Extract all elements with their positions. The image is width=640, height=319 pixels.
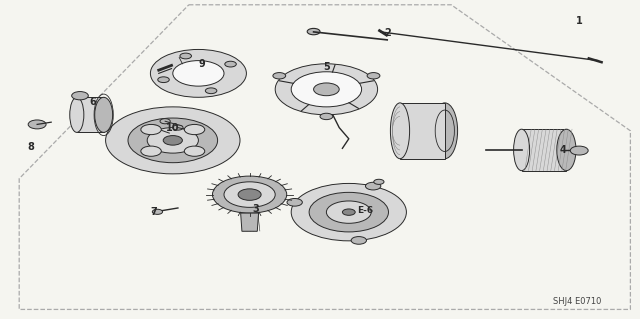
Text: 2: 2: [384, 27, 390, 38]
Text: 9: 9: [198, 59, 205, 69]
Text: E-6: E-6: [356, 206, 373, 215]
Circle shape: [184, 146, 205, 156]
Circle shape: [28, 120, 46, 129]
Circle shape: [173, 125, 183, 130]
Circle shape: [212, 176, 287, 213]
Circle shape: [291, 72, 362, 107]
Circle shape: [173, 61, 224, 86]
Polygon shape: [241, 213, 259, 231]
Text: 8: 8: [28, 142, 34, 152]
Circle shape: [570, 146, 588, 155]
Ellipse shape: [95, 97, 113, 132]
Circle shape: [291, 183, 406, 241]
Circle shape: [320, 113, 333, 120]
Circle shape: [150, 49, 246, 97]
Circle shape: [238, 189, 261, 200]
Ellipse shape: [513, 129, 529, 171]
Circle shape: [106, 107, 240, 174]
Circle shape: [307, 28, 320, 35]
Text: SHJ4 E0710: SHJ4 E0710: [553, 297, 602, 306]
Circle shape: [287, 198, 302, 206]
Ellipse shape: [432, 103, 458, 159]
Circle shape: [365, 182, 381, 190]
Circle shape: [184, 124, 205, 135]
Ellipse shape: [70, 97, 84, 132]
Polygon shape: [400, 103, 445, 159]
Text: 1: 1: [576, 16, 582, 26]
Ellipse shape: [390, 103, 410, 159]
Polygon shape: [522, 129, 566, 171]
Ellipse shape: [557, 129, 576, 171]
Circle shape: [374, 179, 384, 184]
Circle shape: [141, 124, 161, 135]
Text: 3: 3: [253, 204, 259, 214]
Circle shape: [309, 192, 388, 232]
Text: 4: 4: [560, 145, 566, 155]
Circle shape: [163, 136, 182, 145]
Bar: [77, 97, 104, 132]
Circle shape: [152, 209, 163, 214]
Circle shape: [351, 237, 367, 244]
Circle shape: [128, 118, 218, 163]
Circle shape: [205, 88, 217, 94]
Circle shape: [72, 92, 88, 100]
Circle shape: [326, 201, 371, 223]
Circle shape: [224, 182, 275, 207]
Circle shape: [147, 128, 198, 153]
Circle shape: [141, 146, 161, 156]
Circle shape: [314, 83, 339, 96]
Circle shape: [225, 61, 236, 67]
Circle shape: [367, 73, 380, 79]
Circle shape: [148, 125, 159, 130]
Text: 5: 5: [323, 62, 330, 72]
Circle shape: [273, 73, 285, 79]
Text: 10: 10: [166, 122, 180, 133]
Circle shape: [160, 119, 170, 124]
Text: 6: 6: [90, 97, 96, 107]
Circle shape: [342, 209, 355, 215]
Circle shape: [180, 53, 191, 59]
Circle shape: [157, 77, 169, 83]
Text: 7: 7: [150, 207, 157, 217]
Circle shape: [275, 64, 378, 115]
